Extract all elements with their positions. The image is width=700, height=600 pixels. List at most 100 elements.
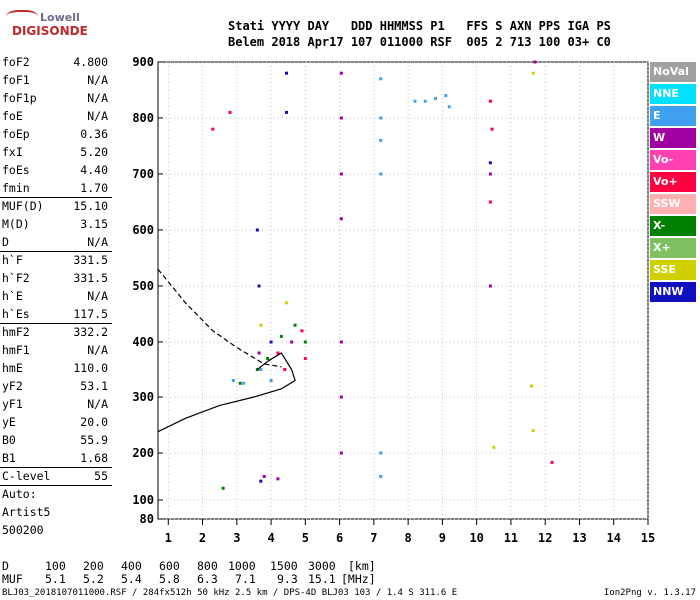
echo-point-nnw [259,479,263,483]
param-row: yF1 N/A [2,397,110,411]
y-tick-label: 200 [132,446,154,460]
param-separator [0,467,112,468]
echo-point-vo [550,460,554,464]
distance-value: 1000 [228,559,256,573]
legend-item: X+ [650,238,696,258]
param-row: B0 55.9 [2,433,110,447]
param-name: yF1 [2,397,23,411]
param-row: foF1 N/A [2,73,110,87]
param-name: D [2,235,9,249]
logo-line1: Lowell [40,11,80,24]
echo-point-vo [488,200,492,204]
param-value: N/A [87,73,108,87]
echo-point-x [303,340,307,344]
param-row: foF1p N/A [2,91,110,105]
echo-point-w [339,172,343,176]
param-row: hmF2 332.2 [2,325,110,339]
param-row: foE N/A [2,109,110,123]
distance-value: 800 [197,559,218,573]
param-name: Auto: [2,487,37,501]
param-row: yE 20.0 [2,415,110,429]
electron-density-profile-line [157,352,296,433]
echo-point-w [257,351,261,355]
digisonde-logo: Lowell DIGISONDE [4,6,94,46]
param-value: 55.9 [80,433,108,447]
param-value: 3.15 [80,217,108,231]
param-row: Artist5 [2,505,110,519]
param-name: yE [2,415,16,429]
echo-point-x [255,368,259,371]
param-row: yF2 53.1 [2,379,110,393]
echo-point-w [339,451,343,455]
param-separator [0,323,112,324]
muf-value: 5.8 [159,572,180,586]
echo-point-nnw [488,161,492,165]
x-tick-label: 5 [302,531,309,545]
param-row: B1 1.68 [2,451,110,465]
y-tick-label: 500 [132,279,154,293]
param-row: h`F 331.5 [2,253,110,267]
x-tick-label: 9 [439,531,446,545]
param-value: 117.5 [73,307,108,321]
param-name: foEs [2,163,30,177]
param-name: foF1p [2,91,37,105]
muf-dashed-line [157,268,282,368]
distance-value: 200 [83,559,104,573]
echo-point-sse [492,445,496,449]
x-tick-label: 13 [572,531,586,545]
echo-point-nnw [284,71,288,75]
param-name: h`Es [2,307,30,321]
param-separator [0,197,112,198]
param-row: h`E N/A [2,289,110,303]
x-tick-label: 15 [641,531,655,545]
param-name: C-level [2,469,51,483]
echo-point-e [413,99,417,103]
version-label: Ion2Png v. 1.3.17 [603,588,696,598]
x-tick-label: 2 [199,531,206,545]
legend-item: NNE [650,84,696,104]
param-name: foF1 [2,73,30,87]
muf-value: 5.2 [83,572,104,586]
x-tick-label: 8 [405,531,412,545]
param-name: MUF(D) [2,199,44,213]
y-tick-label: 800 [132,111,154,125]
y-tick-label: 700 [132,167,154,181]
param-value: 15.10 [73,199,108,213]
echo-point-w [290,340,294,344]
legend-item: E [650,106,696,126]
param-name: hmF2 [2,325,30,339]
legend-item: SSE [650,260,696,280]
echo-point-vo [303,357,307,360]
param-value: N/A [87,109,108,123]
distance-value: 100 [45,559,66,573]
param-name: foE [2,109,23,123]
param-row: M(D) 3.15 [2,217,110,231]
echo-point-x [293,323,297,327]
echo-point-e [379,172,383,176]
param-name: M(D) [2,217,30,231]
y-tick-label: 100 [132,493,154,507]
param-row: 500200 [2,523,110,537]
param-row: C-level 55 [2,469,110,483]
header-block: Stati YYYY DAY DDD HHMMSS P1 FFS S AXN P… [228,18,611,50]
param-row: Auto: [2,487,110,501]
legend-item: Vo+ [650,172,696,192]
logo-swoosh-icon [6,10,38,26]
param-row: fmin 1.70 [2,181,110,195]
echo-point-vo [488,99,492,103]
param-value: 4.40 [80,163,108,177]
echo-point-e [259,368,263,371]
echo-point-e [379,77,383,81]
legend-item: W [650,128,696,148]
echo-point-x [279,334,283,338]
muf-value: 7.1 [235,572,256,586]
echo-point-w [339,340,343,344]
echo-point-vo [283,368,287,371]
muf-value: 5.4 [121,572,142,586]
param-separator [0,251,112,252]
echo-point-nnw [269,340,273,344]
header-line2: Belem 2018 Apr17 107 011000 RSF 005 2 71… [228,35,611,49]
echo-point-sse [259,323,263,327]
echo-point-e [269,379,273,382]
